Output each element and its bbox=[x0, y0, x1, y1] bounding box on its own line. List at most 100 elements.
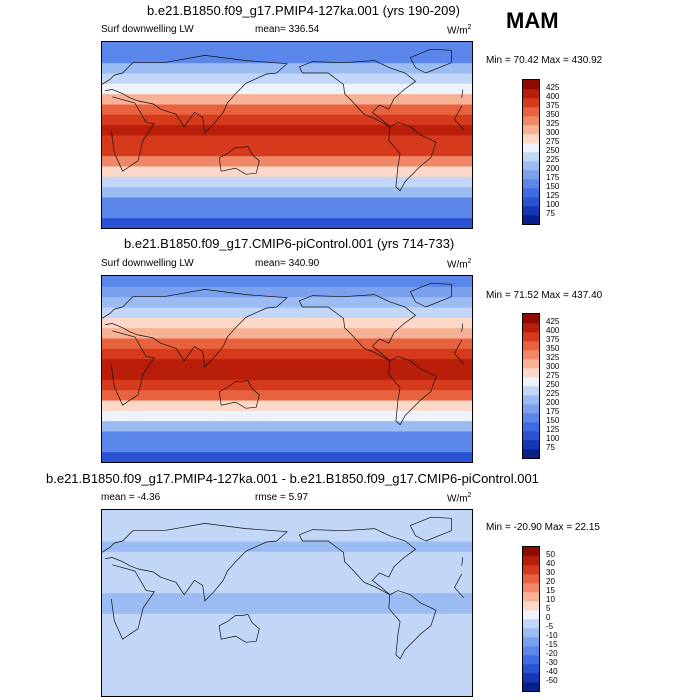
panel1-colorbar-labels: 75 100 125 150 175 200 225 250 275 300 325 350 375 40… bbox=[546, 79, 586, 225]
lat-band bbox=[102, 207, 472, 219]
lat-band bbox=[102, 644, 472, 656]
colorbar-swatch bbox=[523, 152, 539, 162]
colorbar-tick-label: 225 bbox=[546, 155, 560, 164]
colorbar-swatch bbox=[523, 565, 539, 575]
colorbar-tick-label: -50 bbox=[546, 676, 558, 685]
colorbar-swatch bbox=[523, 107, 539, 117]
lat-band bbox=[102, 296, 472, 308]
lat-band bbox=[102, 685, 472, 696]
colorbar-tick-label: 150 bbox=[546, 416, 560, 425]
panel1-minmax: Min = 70.42 Max = 430.92 bbox=[486, 55, 603, 66]
coastline bbox=[409, 282, 452, 308]
lat-band bbox=[102, 530, 472, 542]
coastline bbox=[461, 557, 464, 566]
lat-band bbox=[102, 420, 472, 432]
lat-band bbox=[102, 114, 472, 126]
lat-band bbox=[102, 665, 472, 676]
colorbar-swatch bbox=[523, 556, 539, 566]
lat-band bbox=[102, 410, 472, 422]
lat-band bbox=[102, 217, 472, 228]
colorbar-tick-label: 175 bbox=[546, 173, 560, 182]
colorbar-swatch bbox=[523, 359, 539, 369]
colorbar-swatch bbox=[523, 188, 539, 198]
lat-band bbox=[102, 551, 472, 563]
lat-band bbox=[102, 276, 472, 287]
colorbar-swatch bbox=[523, 610, 539, 620]
coastline bbox=[218, 614, 260, 643]
panel2-map bbox=[101, 275, 473, 463]
lat-band bbox=[102, 675, 472, 687]
colorbar-swatch bbox=[523, 116, 539, 126]
panel1-units: W/m2 bbox=[447, 24, 472, 37]
colorbar-swatch bbox=[523, 422, 539, 432]
lat-band bbox=[102, 592, 472, 604]
panel1-variable: Surf downwelling LW bbox=[101, 24, 194, 35]
colorbar-swatch bbox=[523, 646, 539, 656]
lat-band bbox=[102, 338, 472, 349]
coastline bbox=[102, 523, 288, 602]
colorbar-swatch bbox=[523, 619, 539, 629]
colorbar-swatch bbox=[523, 341, 539, 351]
colorbar-swatch bbox=[523, 583, 539, 593]
panel3-colorbar-labels: -50 -40 -30 -20 -15 -10 -5 0 5 10 15 20 30 40 50 bbox=[546, 546, 586, 692]
colorbar-tick-label: 100 bbox=[546, 434, 560, 443]
coastline bbox=[461, 89, 464, 98]
lat-band bbox=[102, 510, 472, 521]
colorbar-swatch bbox=[523, 179, 539, 189]
lat-band bbox=[102, 124, 472, 136]
colorbar-tick-label: 275 bbox=[546, 137, 560, 146]
lat-band bbox=[102, 634, 472, 645]
lat-band bbox=[102, 389, 472, 401]
coastline bbox=[461, 323, 464, 332]
colorbar-swatch bbox=[523, 350, 539, 360]
colorbar-tick-label: 15 bbox=[546, 586, 555, 595]
coastline bbox=[102, 55, 288, 134]
lat-band bbox=[102, 145, 472, 157]
coastline bbox=[454, 573, 463, 588]
lat-band bbox=[102, 135, 472, 146]
panel2-colorbar-labels: 75 100 125 150 175 200 225 250 275 300 325 350 375 40… bbox=[546, 313, 586, 459]
colorbar-swatch bbox=[523, 161, 539, 171]
colorbar-tick-label: 50 bbox=[546, 550, 555, 559]
colorbar-tick-label: 10 bbox=[546, 595, 555, 604]
colorbar-tick-label: 400 bbox=[546, 92, 560, 101]
colorbar-tick-label: 350 bbox=[546, 110, 560, 119]
lat-band bbox=[102, 369, 472, 380]
colorbar-swatch bbox=[523, 664, 539, 674]
colorbar-swatch bbox=[523, 547, 539, 557]
colorbar-tick-label: 100 bbox=[546, 200, 560, 209]
colorbar-swatch bbox=[523, 323, 539, 333]
panel3-title: b.e21.B1850.f09_g17.PMIP4-127ka.001 - b.… bbox=[46, 471, 539, 486]
colorbar-tick-label: 125 bbox=[546, 191, 560, 200]
colorbar-tick-label: 75 bbox=[546, 209, 555, 218]
colorbar-tick-label: 250 bbox=[546, 380, 560, 389]
lat-band bbox=[102, 166, 472, 177]
panel2-units: W/m2 bbox=[447, 258, 472, 271]
colorbar-swatch bbox=[523, 592, 539, 602]
panel2-colorbar bbox=[522, 313, 540, 459]
panel3-map bbox=[101, 509, 473, 697]
colorbar-tick-label: 375 bbox=[546, 335, 560, 344]
colorbar-tick-label: 325 bbox=[546, 119, 560, 128]
colorbar-tick-label: -30 bbox=[546, 658, 558, 667]
lat-band bbox=[102, 197, 472, 208]
colorbar-swatch bbox=[523, 628, 539, 638]
colorbar-swatch bbox=[523, 80, 539, 90]
lat-band bbox=[102, 520, 472, 532]
lat-band bbox=[102, 104, 472, 115]
colorbar-swatch bbox=[523, 206, 539, 216]
colorbar-tick-label: 40 bbox=[546, 559, 555, 568]
lat-band bbox=[102, 613, 472, 625]
colorbar-tick-label: 300 bbox=[546, 362, 560, 371]
colorbar-tick-label: 0 bbox=[546, 613, 551, 622]
panel3-colorbar bbox=[522, 546, 540, 692]
lat-band bbox=[102, 572, 472, 583]
colorbar-swatch bbox=[523, 673, 539, 683]
lat-band bbox=[102, 348, 472, 360]
coastline bbox=[298, 294, 417, 362]
coastline bbox=[110, 564, 156, 640]
lat-band bbox=[102, 42, 472, 53]
colorbar-tick-label: 75 bbox=[546, 443, 555, 452]
colorbar-tick-label: 300 bbox=[546, 128, 560, 137]
coastline bbox=[218, 146, 260, 175]
